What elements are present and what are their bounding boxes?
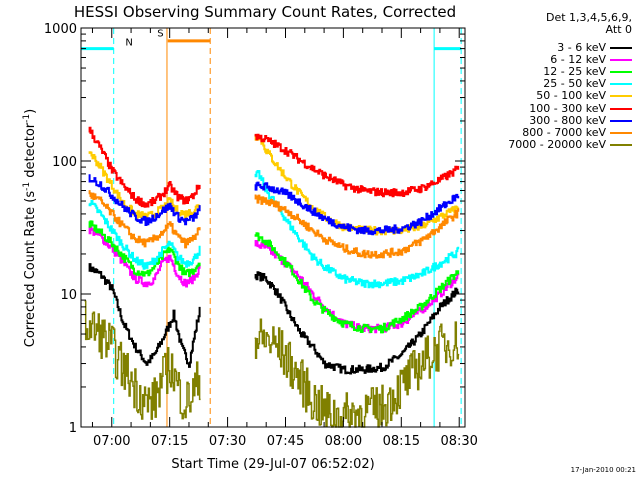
plot-area: NS bbox=[81, 28, 462, 428]
legend-label: 25 - 50 keV bbox=[543, 77, 606, 91]
legend-entry: 300 - 800 keV bbox=[529, 113, 632, 127]
plot-frame bbox=[80, 27, 466, 428]
legend-header-line: Att 0 bbox=[605, 23, 632, 36]
legend-header-line: Det 1,3,4,5,6,9, bbox=[545, 11, 632, 24]
x-tick-label: 08:30 bbox=[440, 434, 477, 449]
x-tick-label: 08:00 bbox=[325, 434, 362, 449]
legend-swatch bbox=[610, 47, 632, 49]
series-line bbox=[88, 190, 460, 259]
legend-label: 7000 - 20000 keV bbox=[508, 137, 606, 151]
series-line bbox=[88, 174, 460, 236]
y-tick-label: 1000 bbox=[44, 22, 77, 37]
legend-swatch bbox=[610, 107, 632, 110]
x-tick-label: 07:30 bbox=[209, 434, 246, 449]
legend-swatch bbox=[610, 131, 632, 134]
series-line bbox=[84, 300, 460, 428]
y-axis-label-end: ) bbox=[23, 109, 38, 114]
y-axis-label-mid: detector bbox=[23, 122, 38, 182]
legend-label: 12 - 25 keV bbox=[543, 65, 606, 79]
legend-label: 6 - 12 keV bbox=[550, 53, 606, 67]
legend-label: 300 - 800 keV bbox=[529, 113, 606, 127]
series-line bbox=[88, 170, 460, 289]
legend-label: 3 - 6 keV bbox=[557, 41, 606, 54]
y-tick-label: 100 bbox=[52, 155, 77, 170]
y-tick-label: 1 bbox=[69, 421, 77, 436]
annotation-s: S bbox=[157, 29, 163, 40]
series-line bbox=[88, 126, 460, 208]
legend-entry: 25 - 50 keV bbox=[543, 78, 632, 90]
legend-entry: 12 - 25 keV bbox=[543, 66, 632, 78]
y-tick-label: 10 bbox=[60, 288, 77, 303]
legend-label: 800 - 7000 keV bbox=[522, 125, 606, 139]
x-tick-label: 08:15 bbox=[383, 434, 420, 449]
legend-swatch bbox=[610, 143, 632, 146]
y-axis-label-main: Corrected Count Rate (s bbox=[23, 191, 38, 348]
y-axis-label: Corrected Count Rate (s-1 detector-1) bbox=[22, 109, 38, 347]
legend-entry: 100 - 300 keV bbox=[529, 101, 632, 115]
legend-entry: 6 - 12 keV bbox=[550, 54, 632, 66]
axes: 1 10 100 1000 07:00 07:15 07:30 07:45 08:00 08:15… bbox=[44, 22, 478, 449]
y-axis-label-sup1: -1 bbox=[22, 182, 32, 191]
timestamp: 17-Jan-2010 00:21 bbox=[570, 466, 636, 474]
x-axis-label: Start Time (29-Jul-07 06:52:02) bbox=[171, 457, 374, 472]
series-line bbox=[88, 263, 460, 375]
legend-swatch bbox=[610, 83, 632, 86]
legend-swatch bbox=[610, 95, 632, 98]
x-tick-label: 07:15 bbox=[151, 434, 188, 449]
annotation-n: N bbox=[125, 37, 132, 48]
legend-entry: 800 - 7000 keV bbox=[522, 125, 632, 139]
legend-header: Det 1,3,4,5,6,9, Att 0 bbox=[495, 12, 632, 36]
legend-swatch bbox=[610, 119, 632, 122]
x-tick-label: 07:45 bbox=[267, 434, 304, 449]
series-line bbox=[88, 220, 460, 334]
legend-entry: 7000 - 20000 keV bbox=[508, 137, 632, 151]
series-line bbox=[88, 134, 460, 236]
legend-swatch bbox=[610, 71, 632, 74]
chart-title: HESSI Observing Summary Count Rates, Cor… bbox=[74, 3, 456, 21]
legend-entry: 3 - 6 keV bbox=[557, 42, 632, 54]
legend-entry: 50 - 100 keV bbox=[536, 90, 632, 102]
legend-label: 50 - 100 keV bbox=[536, 89, 606, 103]
y-axis-label-sup2: -1 bbox=[22, 114, 32, 123]
legend-swatch bbox=[610, 59, 632, 62]
legend-label: 100 - 300 keV bbox=[529, 101, 606, 115]
x-tick-label: 07:00 bbox=[93, 434, 130, 449]
